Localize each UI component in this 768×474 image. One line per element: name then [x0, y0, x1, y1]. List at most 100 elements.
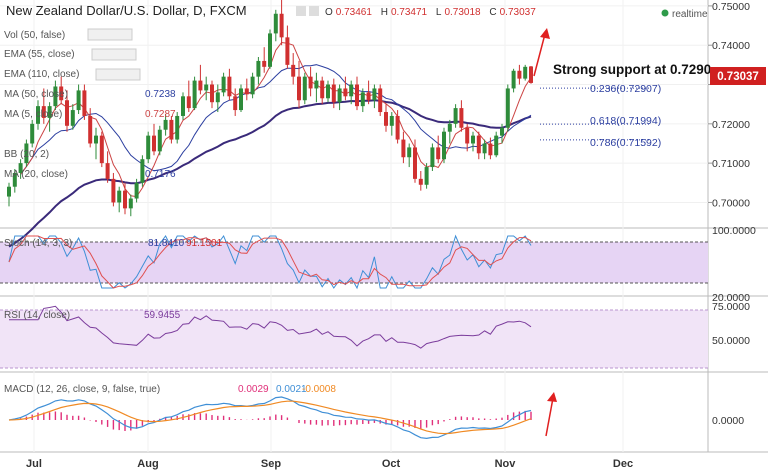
candle-body-86 [505, 88, 510, 128]
header: New Zealand Dollar/U.S. Dollar, D, FXCM … [6, 3, 708, 20]
candle-body-18 [111, 178, 116, 203]
price-tag-box [710, 67, 766, 85]
realtime-label: realtime [672, 9, 708, 20]
candle-body-41 [244, 88, 249, 95]
candle-0 [7, 182, 11, 207]
candle-body-69 [407, 147, 412, 158]
candle-73 [430, 143, 435, 171]
macd-signal-line [8, 400, 532, 435]
candle-body-20 [123, 190, 127, 209]
candle-body-59 [349, 84, 354, 97]
candle-body-32 [192, 80, 197, 109]
candle-52 [308, 66, 313, 97]
candle-36 [215, 84, 220, 113]
header-button-2[interactable] [309, 6, 319, 16]
svg-text:O0.73461 H0.73471: O 0.73461 H 0.73471 L 0.73018 C 0.73037 [325, 7, 536, 18]
rsi-band [0, 310, 708, 368]
candle-body-47 [279, 13, 284, 38]
candle-body-48 [285, 37, 290, 65]
candle-body-78 [459, 108, 464, 128]
candle-25 [152, 123, 156, 156]
legend-ema110-buttons[interactable] [95, 68, 141, 81]
candles [7, 0, 533, 217]
candle-37 [221, 72, 226, 97]
candle-78 [459, 100, 464, 132]
price-tick-label-3: 0.72000 [712, 119, 750, 131]
legend-buttons[interactable] [87, 28, 141, 81]
candle-body-66 [389, 115, 394, 126]
rsi-label: RSI (14, close) [4, 310, 70, 321]
stoch-tick-100: 100.0000 [712, 225, 756, 237]
candle-70 [413, 139, 417, 183]
candle-body-55 [326, 84, 330, 99]
indicator-legend: Vol (50, false) EMA (55, close) EMA (110… [4, 28, 176, 180]
candle-63 [372, 84, 377, 109]
candle-71 [418, 171, 423, 191]
candle-body-76 [447, 123, 452, 132]
candle-55 [326, 80, 330, 103]
candle-33 [198, 64, 203, 95]
header-button-1[interactable] [296, 6, 306, 16]
candle-body-5 [36, 106, 40, 124]
candle-body-63 [372, 88, 377, 101]
candle-body-10 [65, 100, 69, 126]
rsi-legend: RSI (14, close) 59.9455 [4, 310, 181, 321]
header-buttons[interactable] [296, 6, 319, 16]
candle-body-81 [476, 135, 481, 154]
up-arrow-macd-shaft [545, 397, 554, 437]
candle-body-6 [41, 106, 46, 118]
time-label-dec: Dec [613, 458, 633, 470]
candle-body-60 [355, 84, 359, 107]
candle-32 [192, 76, 197, 111]
candle-21 [128, 194, 133, 217]
candle-59 [349, 80, 354, 105]
stoch-legend: Stoch (14, 3, 3) 81.8410 91.1501 [4, 238, 223, 249]
candle-77 [453, 104, 458, 128]
legend-ema55-buttons[interactable] [91, 48, 137, 61]
candle-87 [511, 68, 516, 93]
candle-body-15 [94, 135, 98, 144]
candle-22 [134, 178, 139, 203]
legend-vol-buttons[interactable] [87, 28, 133, 41]
legend-ma50-value: 0.7238 [145, 89, 176, 100]
candle-body-82 [482, 143, 487, 154]
legend-ma50: MA (50, close) [4, 89, 68, 100]
candle-body-85 [500, 127, 504, 136]
legend-ema110: EMA (110, close) [4, 69, 79, 80]
candle-8 [53, 80, 58, 111]
candle-body-2 [18, 163, 23, 173]
candle-body-67 [395, 115, 400, 140]
candle-body-4 [30, 123, 35, 144]
stoch-k-value: 81.8410 [148, 238, 185, 249]
candle-9 [59, 76, 64, 105]
candle-body-1 [12, 172, 17, 187]
candle-48 [285, 25, 290, 69]
candle-86 [505, 84, 510, 132]
stoch-k-line [8, 234, 532, 290]
price-tick-label-5: 0.70000 [712, 197, 750, 209]
candle-16 [99, 131, 104, 168]
candle-body-54 [320, 80, 325, 99]
macd-value: 0.0021 [276, 384, 307, 395]
candle-58 [343, 76, 348, 101]
candle-10 [65, 90, 69, 132]
candle-19 [117, 186, 122, 213]
candle-body-31 [186, 96, 191, 109]
candle-body-61 [360, 92, 365, 107]
price-tick-label-0: 0.75000 [712, 1, 750, 13]
candle-body-34 [204, 84, 209, 91]
candle-31 [186, 80, 191, 113]
candle-body-50 [297, 76, 301, 101]
candle-60 [355, 76, 359, 111]
rsi-tick-75: 75.0000 [712, 301, 750, 313]
candle-body-30 [181, 96, 185, 116]
candle-body-71 [418, 178, 423, 185]
ohlc-high-key: H [381, 7, 388, 18]
candle-17 [105, 151, 110, 183]
panel-frames [0, 0, 768, 453]
candle-body-0 [7, 186, 11, 197]
candle-89 [523, 64, 528, 81]
candle-body-13 [82, 90, 87, 116]
candle-72 [424, 163, 429, 189]
